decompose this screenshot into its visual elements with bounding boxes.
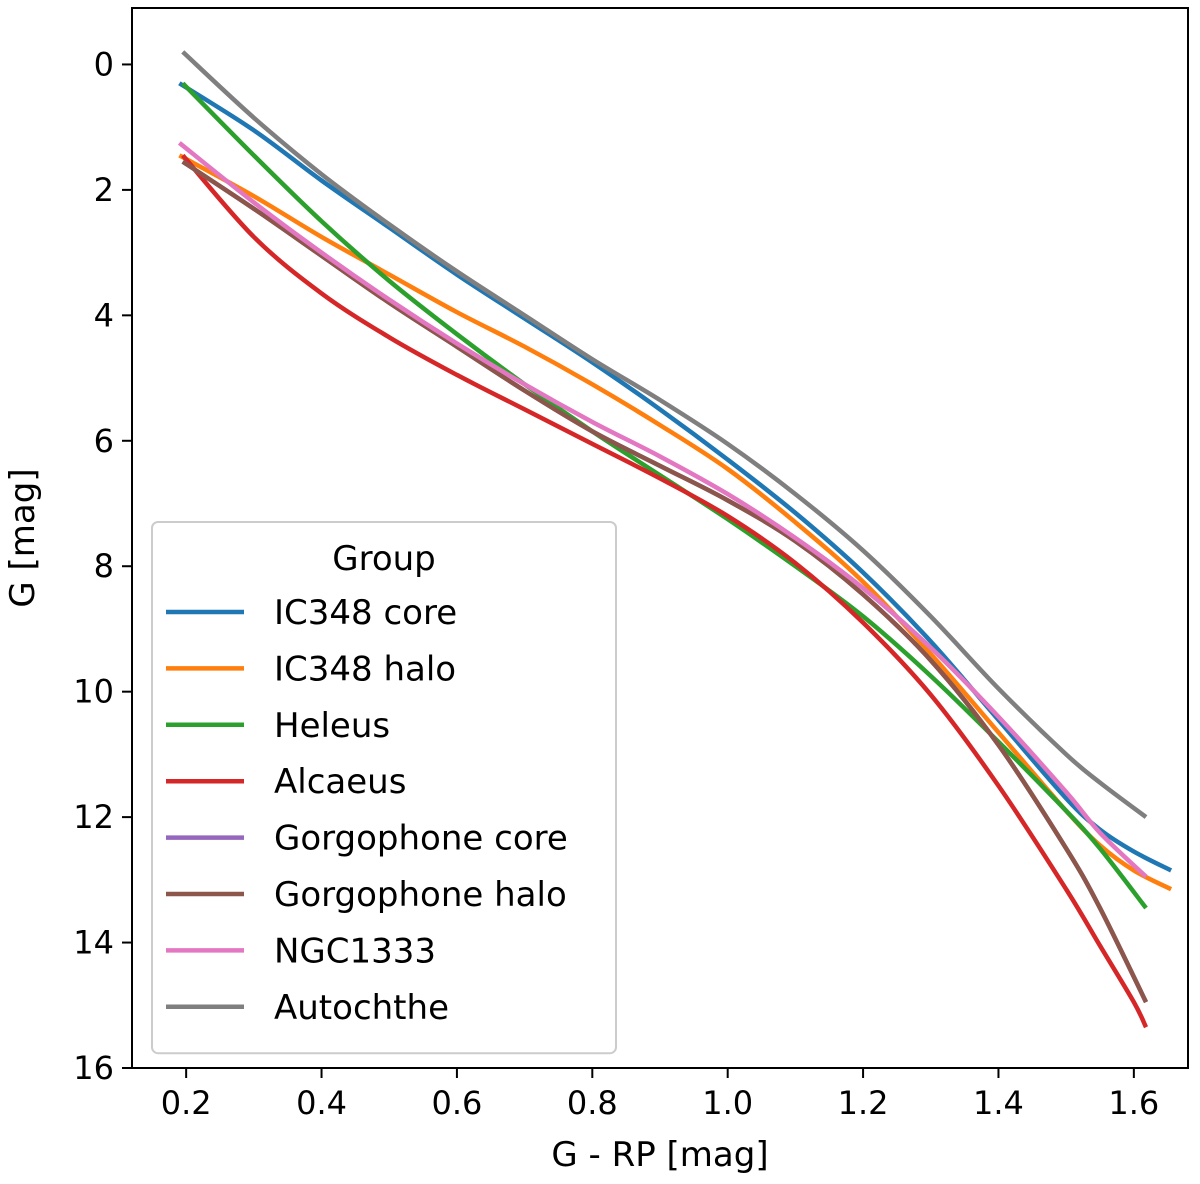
x-tick-label: 0.2 (161, 1084, 212, 1122)
legend-label-alcaeus: Alcaeus (274, 762, 406, 802)
plot-area (177, 50, 1173, 1029)
y-tick-label: 0 (94, 45, 114, 83)
y-tick-label: 14 (73, 924, 114, 962)
x-tick-label: 0.8 (567, 1084, 618, 1122)
x-tick-label: 0.4 (296, 1084, 347, 1122)
x-tick-label: 1.2 (838, 1084, 889, 1122)
y-tick-label: 2 (94, 171, 114, 209)
axes: 0.2 0.4 0.6 0.8 1.0 1.2 1.4 1.6 0 2 4 6 8 10 12 14 16 (73, 7, 1189, 1122)
x-tick-label: 1.0 (702, 1084, 753, 1122)
series-line-alcaeus (181, 153, 1149, 1029)
x-tick-label: 1.4 (973, 1084, 1024, 1122)
y-tick-label: 12 (73, 798, 114, 836)
series-lines (177, 50, 1173, 1029)
y-tick-label: 8 (94, 547, 114, 585)
legend-label-gorgophone-core: Gorgophone core (274, 819, 568, 859)
y-tick-label: 4 (94, 296, 114, 334)
y-tick-label: 16 (73, 1049, 114, 1087)
legend-label-autochthe: Autochthe (274, 988, 449, 1028)
legend-label-ic348-halo: IC348 halo (274, 649, 456, 689)
x-tick-label: 1.6 (1108, 1084, 1159, 1122)
x-tick-label: 0.6 (431, 1084, 482, 1122)
legend-box (151, 521, 617, 1055)
y-tick-label: 6 (94, 422, 114, 460)
plot-frame (131, 7, 1189, 1069)
legend-title: Group (332, 539, 436, 579)
x-axis-label: G - RP [mag] (551, 1135, 768, 1175)
legend-label-heleus: Heleus (274, 706, 390, 746)
y-axis-label: G [mag] (3, 468, 43, 607)
legend: Group IC348 core IC348 halo Heleus Alcaeus Go… (151, 521, 617, 1055)
y-tick-label: 10 (73, 673, 114, 711)
series-line-gorgophone-halo (181, 159, 1149, 1004)
series-line-ngc1333 (177, 141, 1148, 879)
legend-label-ngc1333: NGC1333 (274, 931, 436, 971)
legend-label-gorgophone-halo: Gorgophone halo (274, 875, 567, 915)
legend-label-ic348-core: IC348 core (274, 593, 457, 633)
series-line-ic348-core (178, 81, 1173, 873)
series-line-autochthe (181, 50, 1148, 819)
